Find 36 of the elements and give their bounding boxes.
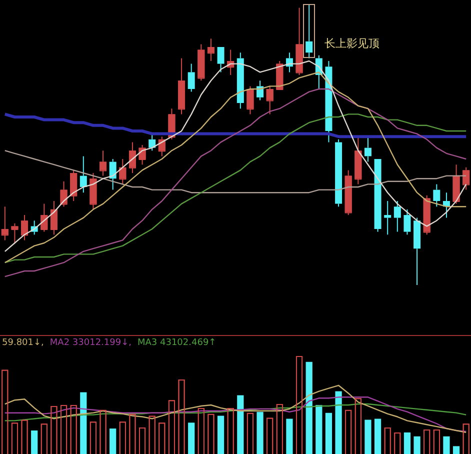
- candlestick: [414, 217, 421, 286]
- bar: [335, 391, 342, 454]
- candlestick: [188, 63, 195, 92]
- text: MA3 43102.469↑: [138, 338, 216, 348]
- bar: [364, 420, 372, 454]
- candlestick: [394, 200, 401, 232]
- annotation: 长上影见顶: [324, 37, 380, 50]
- bar: [237, 395, 244, 454]
- candlestick: [384, 200, 392, 236]
- bar: [188, 422, 195, 454]
- candlestick: [109, 158, 116, 190]
- candlestick: [364, 136, 372, 162]
- bar: [286, 418, 293, 454]
- bar: [306, 362, 312, 454]
- bar: [325, 412, 332, 454]
- bar: [80, 392, 87, 454]
- candlestick: [374, 159, 382, 232]
- candlestick: [335, 138, 342, 208]
- candlestick: [433, 184, 440, 208]
- bar: [374, 418, 382, 454]
- bar: [452, 446, 460, 454]
- text: 59.801↓,: [2, 338, 44, 348]
- candlestick: [306, 4, 313, 59]
- bar: [256, 412, 264, 454]
- text: MA2 33012.199↓,: [50, 338, 132, 348]
- candlestick: [256, 80, 264, 101]
- candlestick: [80, 156, 87, 194]
- bar: [31, 430, 38, 454]
- bar: [414, 436, 420, 454]
- bar: [110, 428, 116, 454]
- bar: [404, 432, 411, 454]
- candlestick: [325, 60, 332, 143]
- bar: [316, 405, 322, 454]
- candlestick: [236, 52, 244, 110]
- bar: [443, 436, 450, 454]
- bar: [217, 416, 224, 454]
